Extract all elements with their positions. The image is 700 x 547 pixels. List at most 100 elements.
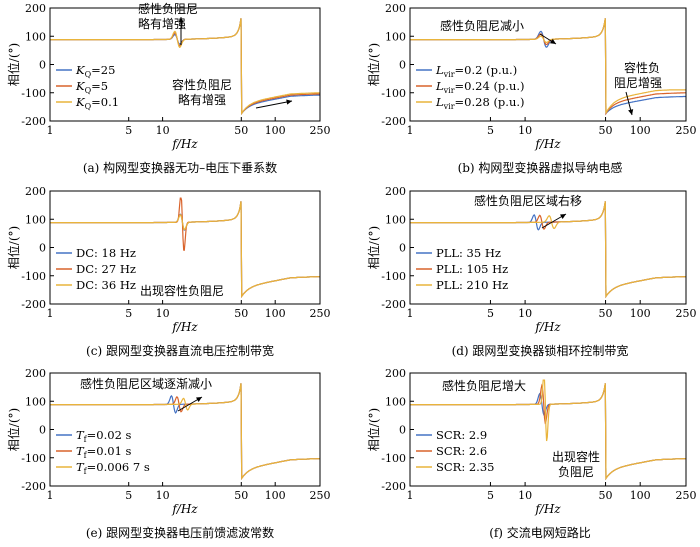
x-tick-label: 50 xyxy=(599,307,613,320)
y-tick-label: 0 xyxy=(399,242,406,255)
y-tick-label: 200 xyxy=(25,185,46,198)
legend-label-3: Lvir=0.28 (p.u.) xyxy=(435,95,525,111)
y-tick-label: 200 xyxy=(385,2,406,15)
y-tick-label: 100 xyxy=(385,395,406,408)
x-tick-label: 50 xyxy=(234,307,248,320)
legend-main: K xyxy=(75,95,86,109)
y-tick-label: -100 xyxy=(21,87,46,100)
x-tick-label: 50 xyxy=(599,489,613,502)
y-tick-label: 0 xyxy=(399,424,406,437)
x-tick-label: 100 xyxy=(630,124,651,137)
panel-caption: (e) 跟网型变换器电压前馈滤波常数 xyxy=(86,525,274,540)
legend-sub: f xyxy=(84,435,88,444)
annotation-arrow-head xyxy=(628,109,634,115)
legend-main: DC: 18 Hz xyxy=(76,246,136,260)
y-tick-label: 200 xyxy=(25,2,46,15)
y-tick-label: 100 xyxy=(385,213,406,226)
legend-main: L xyxy=(435,79,444,93)
x-tick-label: 250 xyxy=(310,489,331,502)
chart-panel-e: 1 5 10 50 100 2502001000-100-200相位/(°)f/HzTf=… xyxy=(6,367,331,516)
y-tick-label: 200 xyxy=(385,185,406,198)
legend-label-3: KQ=0.1 xyxy=(75,95,119,111)
legend-rest: =0.24 (p.u.) xyxy=(455,79,525,93)
x-axis-label: f/Hz xyxy=(171,320,198,334)
x-tick-label: 250 xyxy=(310,124,331,137)
legend-label-2: Tf=0.01 s xyxy=(76,444,132,460)
x-tick-label: 10 xyxy=(518,489,532,502)
chart-panel-d: 1 5 10 50 100 250 200 100 0 -100 -200 相位/(°) f/Hz PLL… xyxy=(366,185,697,334)
y-axis-label: 相位/(°) xyxy=(6,226,21,269)
x-tick-label: 10 xyxy=(156,124,170,137)
annotation: 出现容性负阻尼 xyxy=(140,283,224,298)
x-axis-label: f/Hz xyxy=(171,502,198,516)
y-axis-label: 相位/(°) xyxy=(366,43,381,86)
annotation: 出现容性 xyxy=(552,449,600,464)
y-tick-label: 100 xyxy=(25,30,46,43)
x-tick-label: 100 xyxy=(630,307,651,320)
annotation-arrow-head xyxy=(550,38,556,44)
legend-main: K xyxy=(75,63,86,77)
y-axis-label: 相位/(°) xyxy=(6,408,21,451)
annotation: 略有增强 xyxy=(138,16,186,31)
legend-sub: vir xyxy=(443,70,455,79)
x-tick-label: 250 xyxy=(676,307,697,320)
annotation-arrow-head xyxy=(286,99,292,105)
legend-main: PLL: 35 Hz xyxy=(436,246,501,260)
legend-rest: =0.28 (p.u.) xyxy=(455,95,525,109)
legend-label-3: SCR: 2.35 xyxy=(436,460,494,474)
legend-rest: =5 xyxy=(91,79,108,93)
x-tick-label: 100 xyxy=(265,307,286,320)
annotation: 感性负阻尼 xyxy=(138,1,198,16)
x-tick-label: 10 xyxy=(156,489,170,502)
annotation: 容性负 xyxy=(624,60,660,75)
legend-sub: f xyxy=(84,467,88,476)
chart-panel-f: 1 5 10 50 100 250 200 100 0 -100 -200 相位/(°) f/Hz SCR… xyxy=(366,367,697,516)
legend-rest: =25 xyxy=(91,63,115,77)
legend-main: L xyxy=(435,95,444,109)
annotation: 容性负阻尼 xyxy=(172,77,232,92)
x-tick-label: 1 xyxy=(47,489,54,502)
legend-label-3: Tf=0.006 7 s xyxy=(76,460,150,476)
annotation: 感性负阻尼增大 xyxy=(442,378,526,393)
annotation: 感性负阻尼减小 xyxy=(440,18,524,33)
x-tick-label: 50 xyxy=(234,489,248,502)
annotation: 略有增强 xyxy=(178,92,226,107)
legend-label-2: Lvir=0.24 (p.u.) xyxy=(435,79,525,95)
legend-label-3: DC: 36 Hz xyxy=(76,278,136,292)
x-tick-label: 10 xyxy=(156,307,170,320)
chart-panel-c: 1 5 10 50 100 250 200 100 0 -100 -200 相位/(°) f/Hz DC:… xyxy=(6,185,331,334)
legend-label-1: DC: 18 Hz xyxy=(76,246,136,260)
legend-label-2: SCR: 2.6 xyxy=(436,444,487,458)
legend-main: SCR: 2.35 xyxy=(436,460,494,474)
panel-caption: (c) 跟网型变换器直流电压控制带宽 xyxy=(86,343,274,358)
y-tick-label: -200 xyxy=(381,298,406,311)
legend-main: L xyxy=(435,63,444,77)
series-line-3 xyxy=(50,18,320,116)
x-tick-label: 1 xyxy=(47,124,54,137)
panel-caption: (f) 交流电网短路比 xyxy=(489,525,591,540)
legend-sub: vir xyxy=(443,86,455,95)
x-tick-label: 5 xyxy=(125,489,132,502)
legend-rest: =0.02 s xyxy=(87,428,132,442)
legend-sub: Q xyxy=(85,86,92,95)
legend-label-1: Tf=0.02 s xyxy=(76,428,132,444)
x-tick-label: 5 xyxy=(125,307,132,320)
annotation-arrow-head xyxy=(560,214,566,219)
x-tick-label: 10 xyxy=(518,124,532,137)
x-tick-label: 10 xyxy=(518,307,532,320)
x-tick-label: 50 xyxy=(234,124,248,137)
series-line-3 xyxy=(410,379,687,481)
y-tick-label: -100 xyxy=(381,452,406,465)
x-axis-label: f/Hz xyxy=(534,137,561,151)
x-axis-label: f/Hz xyxy=(534,502,561,516)
y-axis-label: 相位/(°) xyxy=(366,226,381,269)
panel-caption: (d) 跟网型变换器锁相环控制带宽 xyxy=(452,343,629,358)
x-tick-label: 250 xyxy=(676,124,697,137)
series-line-3 xyxy=(50,201,321,299)
legend-label-1: SCR: 2.9 xyxy=(436,428,487,442)
y-axis-label: 相位/(°) xyxy=(366,408,381,451)
legend-main: PLL: 105 Hz xyxy=(436,262,508,276)
legend-main: SCR: 2.6 xyxy=(436,444,487,458)
legend-label-3: PLL: 210 Hz xyxy=(436,278,508,292)
